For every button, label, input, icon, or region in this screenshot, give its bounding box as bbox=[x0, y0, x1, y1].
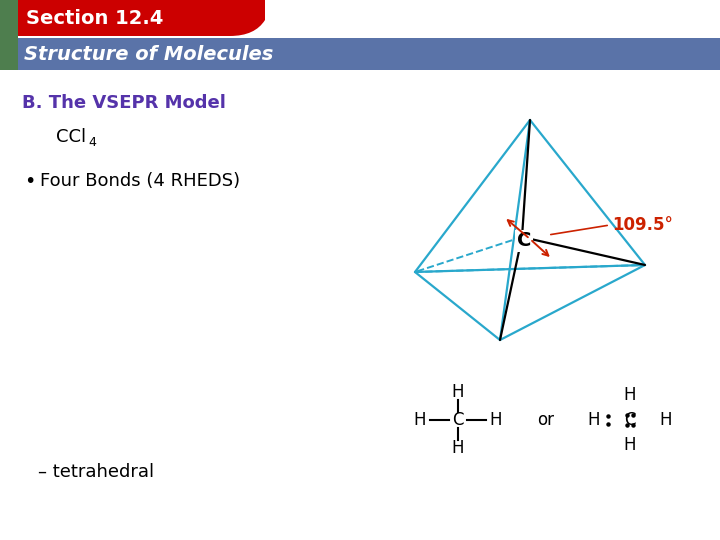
Bar bbox=[0, 0, 720, 38]
Text: – tetrahedral: – tetrahedral bbox=[38, 463, 154, 481]
PathPatch shape bbox=[18, 0, 265, 36]
Text: H: H bbox=[490, 411, 503, 429]
Text: Section 12.4: Section 12.4 bbox=[26, 10, 163, 29]
Bar bbox=[0, 0, 18, 70]
Text: C: C bbox=[624, 411, 636, 429]
Text: 109.5°: 109.5° bbox=[612, 216, 673, 234]
Polygon shape bbox=[18, 0, 260, 36]
Text: 4: 4 bbox=[88, 136, 96, 149]
Text: H: H bbox=[588, 411, 600, 429]
Text: CCl: CCl bbox=[56, 128, 86, 146]
Text: C: C bbox=[517, 232, 531, 251]
Text: Four Bonds (4 RHEDS): Four Bonds (4 RHEDS) bbox=[40, 172, 240, 190]
Text: H: H bbox=[451, 383, 464, 401]
Text: B. The VSEPR Model: B. The VSEPR Model bbox=[22, 94, 226, 112]
Text: H: H bbox=[624, 436, 636, 454]
Text: •: • bbox=[24, 172, 35, 191]
Text: H: H bbox=[414, 411, 426, 429]
Text: C: C bbox=[452, 411, 464, 429]
Text: or: or bbox=[538, 411, 554, 429]
Bar bbox=[0, 38, 720, 70]
Text: H: H bbox=[660, 411, 672, 429]
Text: H: H bbox=[624, 386, 636, 404]
Text: Structure of Molecules: Structure of Molecules bbox=[24, 45, 274, 64]
Text: H: H bbox=[451, 439, 464, 457]
